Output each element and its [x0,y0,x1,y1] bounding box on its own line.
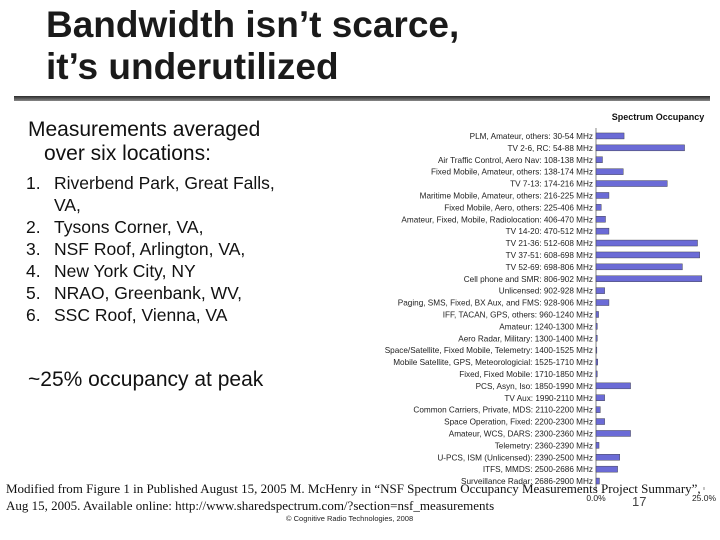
list-number: 6. [26,305,41,325]
title-divider [14,96,710,101]
data-bar [595,454,620,461]
category-label: Paging, SMS, Fixed, BX Aux, and FMS: 928… [398,299,593,308]
list-text: Riverbend Park, Great Falls, VA, [54,173,275,215]
data-bar [595,263,683,271]
x-tick-label: 25.0% [692,493,717,502]
list-text: New York City, NY [54,261,196,281]
list-text: SSC Roof, Vienna, VA [54,305,228,325]
list-item: 6. SSC Roof, Vienna, VA [14,304,294,326]
list-number: 3. [26,239,41,259]
list-number: 1. [26,173,41,193]
lead-text: Measurements averaged over six locations… [28,118,260,166]
data-bar [595,251,700,259]
slide-number: 17 [632,494,647,509]
location-list: 1. Riverbend Park, Great Falls, VA, 2. Tys… [14,172,294,326]
category-label: TV 2-6, RC: 54-88 MHz [507,144,593,153]
peak-occupancy-text: ~25% occupancy at peak [28,368,264,391]
category-label: PLM, Amateur, others: 30-54 MHz [470,132,593,141]
lead-line-2: over six locations: [44,142,211,165]
data-bar [595,418,605,425]
category-label: Fixed Mobile, Amateur, others: 138-174 M… [431,168,593,177]
category-label: Fixed, Fixed Mobile: 1710-1850 MHz [459,370,593,379]
data-bar [595,192,610,199]
category-label: Surveillance Radar: 2686-2900 MHz [461,477,593,486]
data-bar [595,465,618,473]
data-bar [595,406,601,413]
category-label: Common Carriers, Private, MDS: 2110-2200… [413,406,593,415]
title-line-1: Bandwidth isn’t scarce, [46,4,460,45]
category-label: Mobile Satellite, GPS, Meteorologicial: … [393,358,593,367]
list-item: 2. Tysons Corner, VA, [14,216,294,238]
category-label: TV 37-51: 608-698 MHz [506,251,593,260]
list-number: 2. [26,217,41,237]
data-bar [595,442,600,449]
category-label: U-PCS, ISM (Unlicensed): 2390-2500 MHz [437,453,593,462]
data-bar [595,323,598,330]
spectrum-occupancy-chart: Spectrum Occupancy PLM, Amateur, others: … [385,112,717,502]
x-tick-label: 0.0% [586,493,606,502]
list-text: NRAO, Greenbank, WV, [54,283,243,303]
title-line-2: it’s underutilized [46,46,339,87]
list-number: 5. [26,283,41,303]
category-label: Maritime Mobile, Amateur, others: 216-22… [420,191,593,200]
data-bar [595,216,606,223]
category-label: Air Traffic Control, Aero Nav: 108-138 M… [438,156,593,165]
category-label: Amateur, Fixed, Mobile, Radiolocation: 4… [401,215,593,224]
data-bar [595,287,605,294]
data-bar [595,358,598,366]
data-bar [595,311,599,318]
list-text: Tysons Corner, VA, [54,217,204,237]
data-bar [595,299,610,306]
data-bar [595,144,685,152]
data-bar [595,132,625,140]
category-label: ITFS, MMDS: 2500-2686 MHz [483,465,593,474]
lead-line-1: Measurements averaged [28,118,261,141]
category-label: TV 21-36: 512-608 MHz [506,239,593,248]
list-item: 4. New York City, NY [14,260,294,282]
data-bar [595,204,602,211]
source-credit: Modified from Figure 1 in Published Augu… [6,481,701,513]
data-bar [595,477,600,485]
data-bar [595,156,603,163]
data-bar [595,180,668,187]
category-label: Fixed Mobile, Aero, others: 225-406 MHz [444,203,593,212]
category-label: Unlicensed: 902-928 MHz [499,287,593,296]
list-number: 4. [26,261,41,281]
data-bar [595,168,624,175]
category-label: TV Aux: 1990-2110 MHz [504,394,593,403]
category-label: Aero Radar, Military: 1300-1400 MHz [458,334,593,343]
data-bar [595,275,703,282]
list-item: 5. NRAO, Greenbank, WV, [14,282,294,304]
category-label: Space/Satellite, Fixed Mobile, Telemetry… [385,346,593,355]
data-bar [595,382,631,390]
category-label: TV 52-69: 698-806 MHz [506,263,593,272]
data-bar [595,335,598,342]
data-bar [595,430,631,437]
category-label: Amateur, WCS, DARS: 2300-2360 MHz [449,429,593,438]
data-bar [595,239,698,247]
category-label: Amateur: 1240-1300 MHz [499,322,593,331]
list-item: 1. Riverbend Park, Great Falls, VA, [14,172,294,216]
category-label: Cell phone and SMR: 806-902 MHz [464,275,593,284]
category-label: PCS, Asyn, Iso: 1850-1990 MHz [476,382,593,391]
category-label: TV 14-20: 470-512 MHz [506,227,593,236]
list-text: NSF Roof, Arlington, VA, [54,239,246,259]
category-label: Telemetry: 2360-2390 MHz [495,441,593,450]
list-item: 3. NSF Roof, Arlington, VA, [14,238,294,260]
category-label: TV 7-13: 174-216 MHz [510,180,593,189]
copyright-notice: © Cognitive Radio Technologies, 2008 [286,514,414,523]
data-bar [595,346,598,354]
category-label: Space Operation, Fixed: 2200-2300 MHz [444,418,593,427]
category-label: IFF, TACAN, GPS, others: 960-1240 MHz [443,310,593,319]
chart-title: Spectrum Occupancy [612,112,705,122]
data-bar [595,394,605,401]
data-bar [595,370,598,378]
data-bar [595,227,610,235]
slide-title: Bandwidth isn’t scarce, it’s underutiliz… [46,4,646,88]
